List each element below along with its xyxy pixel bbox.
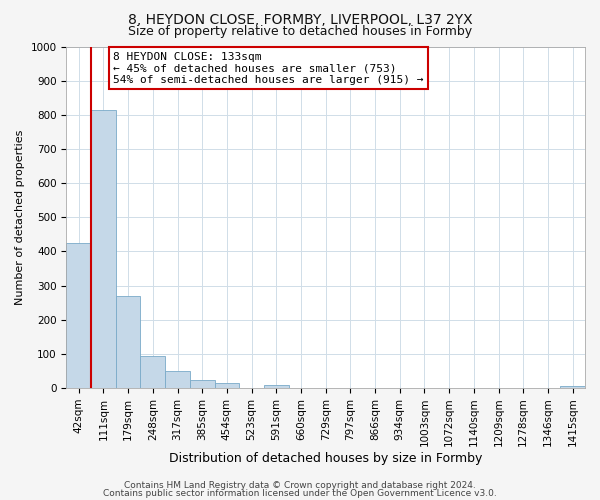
Text: 8 HEYDON CLOSE: 133sqm
← 45% of detached houses are smaller (753)
54% of semi-de: 8 HEYDON CLOSE: 133sqm ← 45% of detached…: [113, 52, 424, 85]
Text: Contains public sector information licensed under the Open Government Licence v3: Contains public sector information licen…: [103, 488, 497, 498]
Bar: [140, 356, 165, 388]
Bar: [165, 371, 190, 388]
Text: 8, HEYDON CLOSE, FORMBY, LIVERPOOL, L37 2YX: 8, HEYDON CLOSE, FORMBY, LIVERPOOL, L37 …: [128, 12, 472, 26]
Bar: [67, 243, 91, 388]
Bar: [190, 380, 215, 388]
Text: Contains HM Land Registry data © Crown copyright and database right 2024.: Contains HM Land Registry data © Crown c…: [124, 481, 476, 490]
X-axis label: Distribution of detached houses by size in Formby: Distribution of detached houses by size …: [169, 452, 482, 465]
Text: Size of property relative to detached houses in Formby: Size of property relative to detached ho…: [128, 25, 472, 38]
Y-axis label: Number of detached properties: Number of detached properties: [15, 130, 25, 305]
Bar: [560, 386, 585, 388]
Bar: [215, 383, 239, 388]
Bar: [264, 385, 289, 388]
Bar: [116, 296, 140, 388]
Bar: [91, 110, 116, 388]
